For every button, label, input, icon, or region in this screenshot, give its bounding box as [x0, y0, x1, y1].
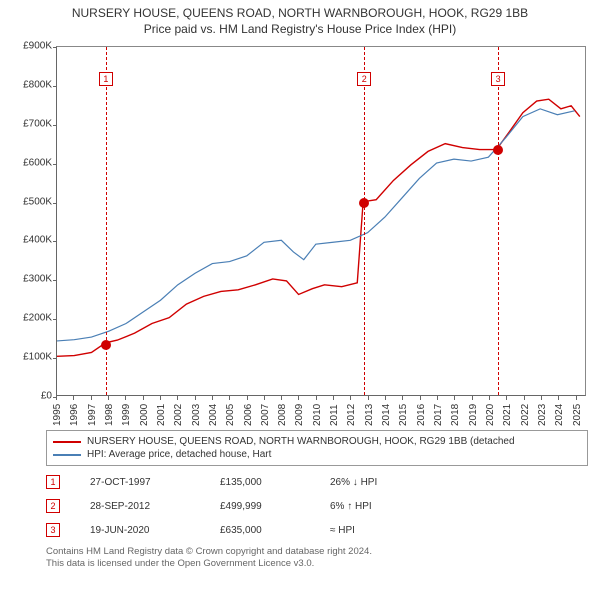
y-tick-label: £0 — [41, 391, 52, 402]
x-tick-label: 2023 — [537, 404, 548, 426]
sale-price: £635,000 — [220, 525, 300, 536]
x-tick-label: 1998 — [104, 404, 115, 426]
sale-badge: 2 — [46, 499, 60, 513]
sale-marker — [493, 145, 503, 155]
x-tick-label: 2004 — [208, 404, 219, 426]
chart-subtitle: Price paid vs. HM Land Registry's House … — [0, 20, 600, 40]
sale-delta: ≈ HPI — [330, 525, 430, 536]
sales-table: 1 27-OCT-1997 £135,000 26% ↓ HPI 2 28-SEP-201… — [46, 470, 588, 542]
sale-marker-label: 1 — [99, 72, 113, 86]
x-tick-label: 2014 — [381, 404, 392, 426]
sale-row: 3 19-JUN-2020 £635,000 ≈ HPI — [46, 518, 588, 542]
x-tick-label: 2024 — [554, 404, 565, 426]
sale-delta: 6% ↑ HPI — [330, 501, 430, 512]
x-tick-label: 2005 — [225, 404, 236, 426]
y-tick-label: £600K — [23, 157, 52, 168]
x-tick-label: 2011 — [329, 404, 340, 426]
x-tick-label: 2000 — [139, 404, 150, 426]
x-tick-label: 2019 — [468, 404, 479, 426]
footnote: Contains HM Land Registry data © Crown c… — [46, 546, 588, 571]
x-tick-label: 2002 — [173, 404, 184, 426]
y-tick-label: £300K — [23, 274, 52, 285]
legend-swatch — [53, 441, 81, 443]
sale-marker-label: 3 — [491, 72, 505, 86]
footnote-line1: Contains HM Land Registry data © Crown c… — [46, 546, 588, 558]
y-tick-label: £200K — [23, 313, 52, 324]
x-tick-label: 2015 — [398, 404, 409, 426]
x-tick-label: 2018 — [450, 404, 461, 426]
x-tick-label: 1996 — [69, 404, 80, 426]
sale-marker — [359, 198, 369, 208]
y-tick-label: £900K — [23, 41, 52, 52]
y-tick-label: £800K — [23, 79, 52, 90]
chart-area: £0 £100K £200K £300K £400K £500K £600K £700K £80… — [10, 40, 590, 430]
sale-badge: 1 — [46, 475, 60, 489]
x-tick-label: 2007 — [260, 404, 271, 426]
x-tick-label: 2020 — [485, 404, 496, 426]
x-tick-label: 2013 — [364, 404, 375, 426]
y-tick-label: £500K — [23, 196, 52, 207]
x-tick-label: 2008 — [277, 404, 288, 426]
x-tick-label: 1995 — [52, 404, 63, 426]
x-tick-label: 2001 — [156, 404, 167, 426]
footnote-line2: This data is licensed under the Open Gov… — [46, 558, 588, 570]
y-tick-label: £700K — [23, 118, 52, 129]
sale-date: 27-OCT-1997 — [90, 477, 190, 488]
y-tick-label: £100K — [23, 352, 52, 363]
line-plot-svg — [57, 47, 585, 395]
plot-area: 1 2 3 — [56, 46, 586, 396]
x-tick-label: 1997 — [87, 404, 98, 426]
legend-swatch — [53, 454, 81, 456]
legend-row: HPI: Average price, detached house, Hart — [53, 448, 581, 461]
chart-title: NURSERY HOUSE, QUEENS ROAD, NORTH WARNBO… — [0, 0, 600, 20]
sale-price: £499,999 — [220, 501, 300, 512]
legend-text: HPI: Average price, detached house, Hart — [87, 449, 271, 460]
sale-vline — [364, 47, 365, 395]
x-tick-label: 2016 — [416, 404, 427, 426]
x-tick-label: 2003 — [191, 404, 202, 426]
x-tick-label: 2012 — [346, 404, 357, 426]
chart-container: NURSERY HOUSE, QUEENS ROAD, NORTH WARNBO… — [0, 0, 600, 590]
x-tick-label: 2021 — [502, 404, 513, 426]
sale-date: 28-SEP-2012 — [90, 501, 190, 512]
x-tick-label: 2009 — [294, 404, 305, 426]
x-tick-label: 2017 — [433, 404, 444, 426]
y-axis-labels: £0£100K£200K£300K£400K£500K£600K£700K£80… — [10, 46, 54, 396]
x-tick-label: 2010 — [312, 404, 323, 426]
sale-date: 19-JUN-2020 — [90, 525, 190, 536]
sale-vline — [498, 47, 499, 395]
sale-marker-label: 2 — [357, 72, 371, 86]
y-tick-label: £400K — [23, 235, 52, 246]
sale-price: £135,000 — [220, 477, 300, 488]
x-tick-label: 1999 — [121, 404, 132, 426]
sale-row: 2 28-SEP-2012 £499,999 6% ↑ HPI — [46, 494, 588, 518]
sale-badge: 3 — [46, 523, 60, 537]
series-hpi — [57, 109, 575, 341]
x-tick-label: 2025 — [572, 404, 583, 426]
x-tick-label: 2022 — [520, 404, 531, 426]
sale-delta: 26% ↓ HPI — [330, 477, 430, 488]
sale-row: 1 27-OCT-1997 £135,000 26% ↓ HPI — [46, 470, 588, 494]
x-tick-label: 2006 — [243, 404, 254, 426]
sale-marker — [101, 340, 111, 350]
x-axis-labels: 1995199619971998199920002001200220032004… — [56, 398, 586, 438]
